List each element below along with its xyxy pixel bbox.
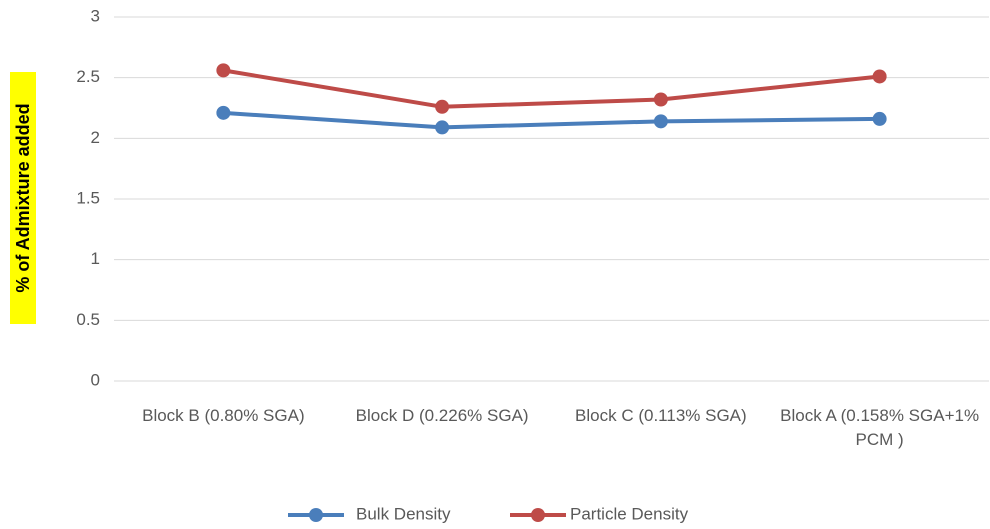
y-tick-label: 1 (91, 249, 100, 268)
point (872, 69, 887, 84)
x-tick-label: Block A (0.158% SGA+1% PCM ) (780, 406, 980, 449)
point (216, 105, 231, 120)
series-line (223, 68, 880, 109)
x-tick-label: Block C (0.113% SGA) (575, 406, 747, 425)
point (653, 114, 668, 129)
y-tick-label: 2.5 (76, 67, 100, 86)
point (653, 92, 668, 107)
x-tick-label: Block D (0.226% SGA) (355, 406, 529, 425)
y-axis-title: % of Admixture added (13, 103, 33, 292)
point (435, 99, 450, 114)
legend-label: Bulk Density (356, 504, 451, 523)
point (216, 63, 231, 78)
y-tick-label: 0.5 (76, 310, 100, 329)
series-line (223, 110, 880, 130)
y-tick-label: 0 (91, 370, 100, 389)
legend-marker (531, 508, 545, 522)
point (872, 111, 887, 126)
legend-label: Particle Density (570, 504, 689, 523)
legend-marker (309, 508, 323, 522)
y-tick-label: 2 (91, 128, 100, 147)
y-tick-label: 3 (91, 6, 100, 25)
axis-label-highlight (10, 72, 36, 324)
x-tick-label: Block B (0.80% SGA) (142, 406, 305, 425)
y-tick-label: 1.5 (76, 188, 100, 207)
point (435, 120, 450, 135)
